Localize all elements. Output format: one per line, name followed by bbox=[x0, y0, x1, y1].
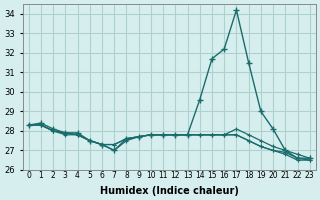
X-axis label: Humidex (Indice chaleur): Humidex (Indice chaleur) bbox=[100, 186, 239, 196]
